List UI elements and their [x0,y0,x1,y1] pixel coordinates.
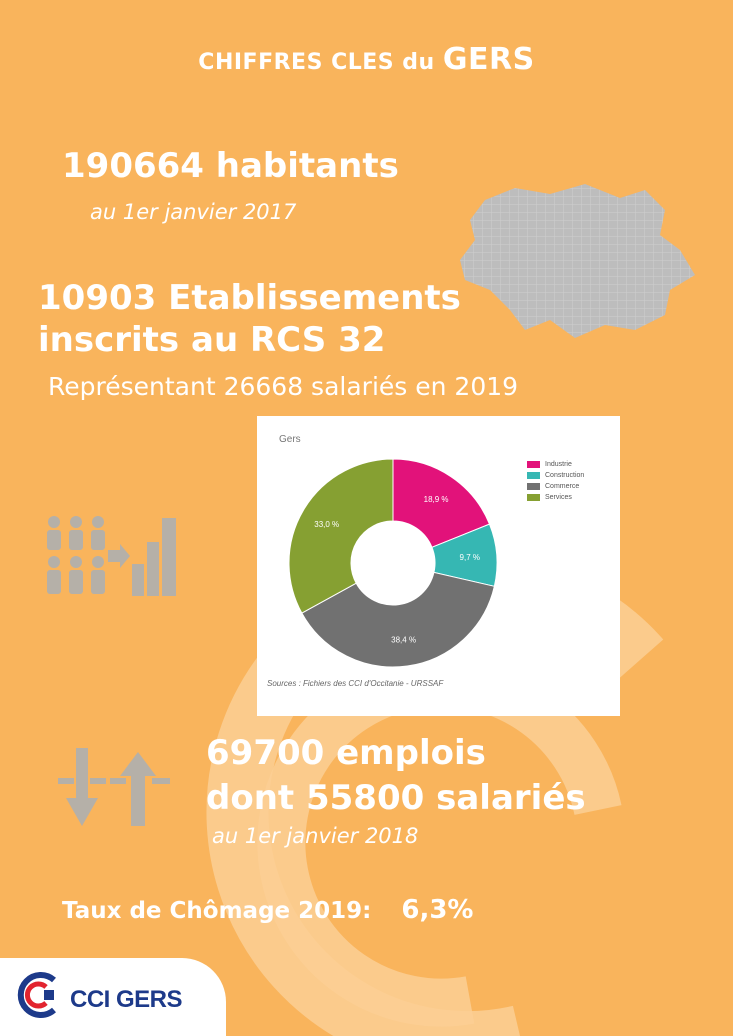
pie-slice-commerce [301,571,495,668]
page-title: CHIFFRES CLES du GERS [0,42,733,77]
legend-item-commerce: Commerce [527,481,584,492]
legend-swatch [527,461,540,468]
people-growth-icon [47,516,176,596]
establishments-subtitle: Représentant 26668 salariés en 2019 [48,372,519,401]
legend-swatch [527,472,540,479]
unemployment-rate: Taux de Chômage 2019: 6,3% [62,895,473,925]
arrows-up-down-icon [58,748,170,826]
chart-source: Sources : Fichiers des CCI d'Occitanie -… [267,679,444,688]
population-date: au 1er janvier 2017 [90,200,297,224]
employment-date: au 1er janvier 2018 [212,824,419,848]
sector-chart-panel: Gers 18,9 % 9,7 % 38,4 % 33,0 % Industrie C… [257,416,620,716]
cci-logo-card: CCI GERS [0,958,226,1036]
employment-line2: dont 55800 salariés [206,778,586,818]
slice-label-services: 33,0 % [314,520,339,529]
population-value: 190664 habitants [62,146,399,186]
chart-title: Gers [279,434,301,445]
legend-item-services: Services [527,492,584,503]
pie-slice-industrie [392,458,491,548]
legend-label: Construction [545,472,585,479]
unemployment-value: 6,3% [401,895,474,925]
title-prefix: CHIFFRES CLES du [198,50,435,75]
cci-logo-icon [17,972,56,1018]
legend-swatch [527,494,540,501]
slice-label-commerce: 38,4 % [391,635,416,644]
slice-label-construction: 9,7 % [460,553,480,562]
legend-swatch [527,483,540,490]
legend-item-construction: Construction [527,470,584,481]
legend-item-industrie: Industrie [527,459,584,470]
logo-text: CCI GERS [70,986,183,1013]
pie-slice-services [288,458,394,614]
gers-map-icon [460,184,695,338]
sector-pie-chart: 18,9 % 9,7 % 38,4 % 33,0 % [288,458,498,668]
legend-label: Services [545,494,572,501]
legend-label: Commerce [545,483,580,490]
chart-legend: Industrie Construction Commerce Services [527,459,584,503]
unemployment-label: Taux de Chômage 2019: [62,898,372,924]
employment-line1: 69700 emplois [206,733,486,773]
establishments-line2: inscrits au RCS 32 [38,320,386,360]
legend-label: Industrie [545,461,572,468]
title-emphasis: GERS [442,42,535,77]
establishments-line1: 10903 Etablissements [38,278,461,318]
slice-label-industrie: 18,9 % [424,495,449,504]
